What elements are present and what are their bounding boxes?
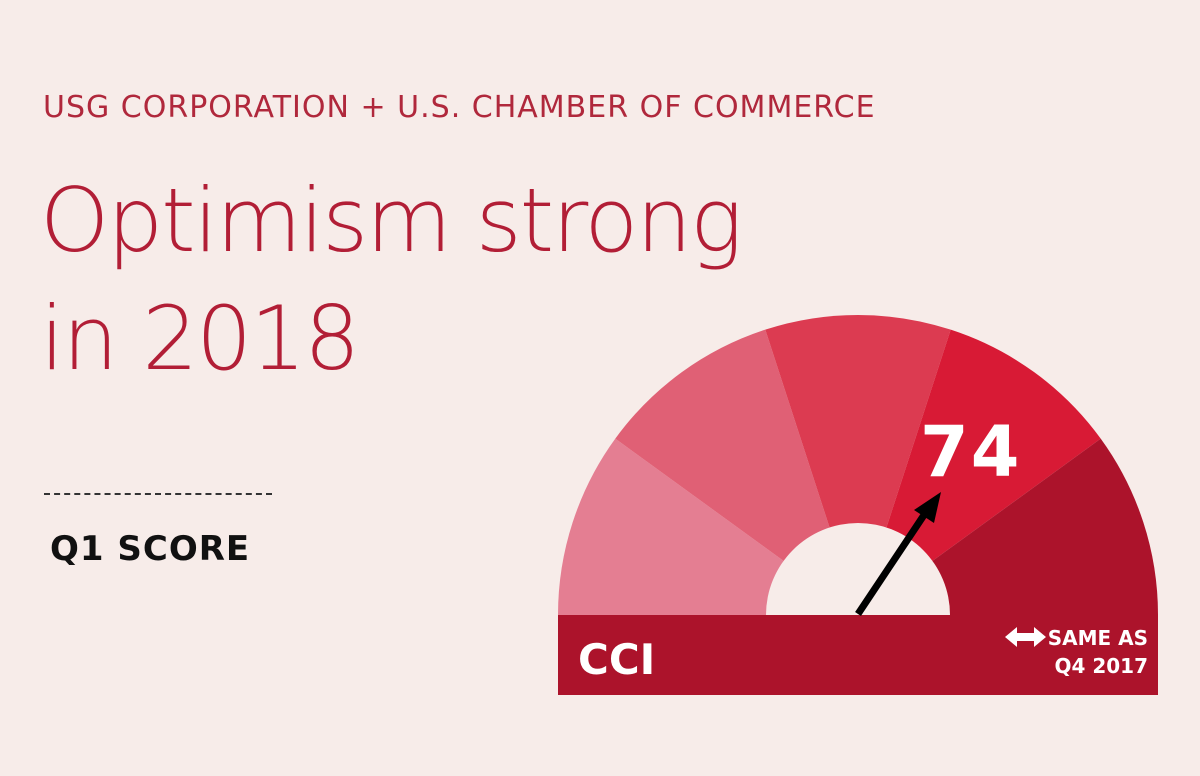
score-value: 74 bbox=[920, 411, 1021, 493]
gauge-base-bar bbox=[558, 615, 1158, 695]
eyebrow-text: USG CORPORATION + U.S. CHAMBER OF COMMER… bbox=[43, 90, 876, 125]
headline-line-1: Optimism strong bbox=[40, 169, 743, 272]
headline: Optimism strong in 2018 bbox=[40, 162, 760, 398]
gauge-segment-3 bbox=[765, 314, 951, 615]
double-arrow-icon bbox=[1005, 627, 1046, 647]
headline-line-2: in 2018 bbox=[40, 287, 360, 390]
needle-arrowhead bbox=[914, 492, 941, 523]
gauge-needle bbox=[855, 492, 941, 616]
needle-shaft bbox=[855, 510, 929, 616]
gauge-segment-4 bbox=[858, 329, 1101, 615]
comparison-line-1: SAME AS bbox=[1048, 626, 1148, 650]
comparison-line-2: Q4 2017 bbox=[1054, 654, 1148, 678]
dashed-divider bbox=[44, 493, 272, 495]
score-label: Q1 SCORE bbox=[50, 529, 251, 569]
gauge-segment-2 bbox=[615, 329, 858, 615]
index-label: CCI bbox=[578, 635, 655, 684]
